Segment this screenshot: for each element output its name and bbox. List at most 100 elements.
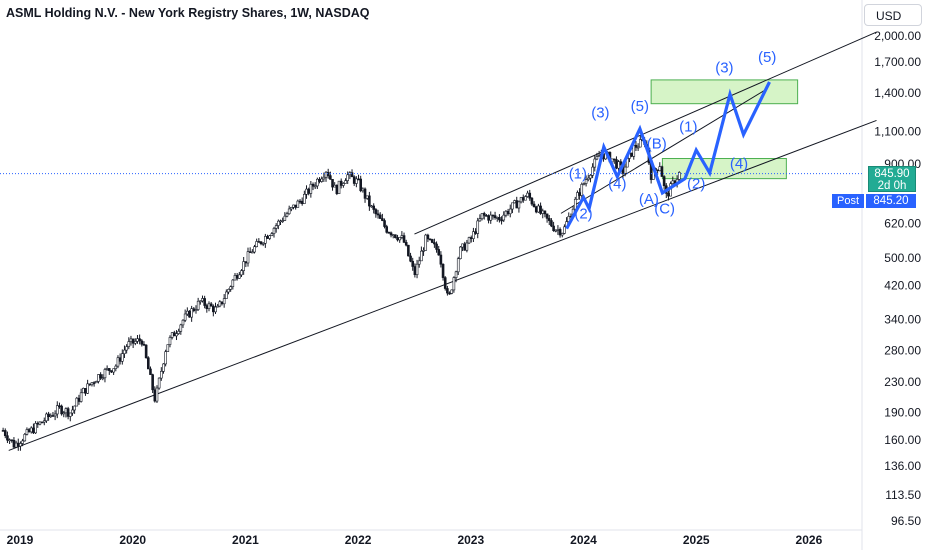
candle-body — [500, 219, 503, 222]
candle-body — [391, 234, 395, 237]
candle-body — [452, 277, 456, 291]
candle-body — [194, 309, 198, 312]
candle-body — [474, 231, 477, 234]
last-price-countdown: 2d 0h — [877, 180, 907, 192]
candle-body — [454, 271, 458, 278]
candle-body — [554, 229, 558, 232]
candle-body — [14, 442, 18, 448]
candle-body — [101, 377, 105, 380]
candle-body — [140, 340, 144, 345]
candle-body — [205, 305, 209, 309]
candle-body — [34, 423, 37, 434]
candle-body — [294, 204, 297, 208]
candle-body — [381, 218, 384, 221]
candle-body — [394, 234, 397, 239]
x-tick-label: 2021 — [232, 533, 259, 547]
candle-body — [207, 303, 211, 309]
candle-body — [58, 405, 61, 407]
candle-body — [495, 217, 499, 219]
candle-body — [615, 159, 618, 169]
y-tick-label: 340.00 — [884, 313, 921, 327]
candle-body — [103, 369, 107, 379]
candle-body — [677, 172, 681, 180]
candle-body — [344, 180, 347, 184]
x-tick-label: 2022 — [345, 533, 372, 547]
candle-body — [47, 413, 50, 418]
candle-body — [433, 242, 436, 245]
candle-body — [114, 365, 118, 369]
candle-body — [311, 183, 315, 187]
candle-body — [110, 370, 113, 373]
candle-body — [461, 243, 464, 248]
candle-body — [532, 203, 536, 208]
candle-body — [60, 405, 63, 415]
wave-label: (5) — [631, 98, 649, 115]
x-tick-label: 2025 — [683, 533, 710, 547]
candle-body — [552, 225, 555, 231]
candle-body — [51, 415, 55, 417]
candle-body — [173, 332, 176, 337]
candle-body — [151, 374, 154, 391]
candle-body — [407, 244, 410, 257]
wave-label: (B) — [647, 136, 667, 153]
candle-body — [365, 195, 369, 199]
wave-label: (2) — [687, 176, 705, 193]
candle-body — [472, 231, 475, 239]
candle-body — [112, 368, 115, 373]
candle-body — [667, 193, 670, 197]
candle-body — [270, 233, 274, 236]
y-tick-label: 160.00 — [884, 433, 921, 447]
candle-body — [320, 178, 323, 182]
candle-body — [563, 226, 566, 234]
candle-body — [493, 215, 497, 218]
candle-body — [339, 180, 343, 186]
last-price-value: 845.90 — [874, 168, 910, 180]
candle-body — [305, 188, 308, 195]
candle-body — [259, 241, 263, 244]
candle-body — [404, 242, 408, 246]
y-tick-label: 190.00 — [884, 406, 921, 420]
candle-body — [350, 172, 354, 178]
candle-body — [361, 188, 365, 192]
candle-body — [586, 177, 590, 180]
candle-body — [16, 442, 20, 447]
candle-body — [662, 176, 666, 187]
candle-body — [251, 251, 254, 254]
y-tick-label: 230.00 — [884, 375, 921, 389]
candle-body — [268, 235, 271, 239]
y-tick-label: 136.00 — [884, 459, 921, 473]
candle-body — [541, 210, 545, 214]
candle-body — [27, 429, 31, 433]
candle-body — [55, 405, 59, 415]
candle-body — [49, 415, 53, 418]
wave-label: (5) — [758, 49, 776, 66]
candle-body — [290, 207, 293, 210]
candle-body — [508, 208, 512, 215]
candle-body — [504, 210, 508, 216]
candle-body — [253, 246, 256, 253]
candle-body — [519, 197, 523, 203]
candle-body — [123, 349, 126, 354]
candle-body — [439, 254, 443, 265]
candle-body — [21, 440, 24, 444]
candle-body — [420, 250, 423, 262]
candle-body — [279, 220, 282, 223]
candle-body — [29, 427, 33, 433]
currency-button[interactable]: USD — [864, 4, 922, 26]
candle-body — [387, 232, 391, 234]
candle-body — [526, 192, 529, 197]
candle-body — [487, 215, 490, 221]
candle-body — [23, 434, 27, 442]
candle-body — [498, 217, 501, 221]
candle-body — [318, 178, 321, 182]
candle-body — [287, 208, 291, 215]
candle-body — [196, 300, 200, 310]
y-tick-label: 1,100.00 — [874, 125, 921, 139]
candle-body — [459, 246, 462, 259]
candle-body — [246, 251, 250, 264]
channel-line-inner-upper — [560, 90, 765, 214]
channel-line-outer-lower — [8, 119, 877, 451]
candle-body — [90, 382, 94, 386]
candle-body — [10, 439, 14, 442]
